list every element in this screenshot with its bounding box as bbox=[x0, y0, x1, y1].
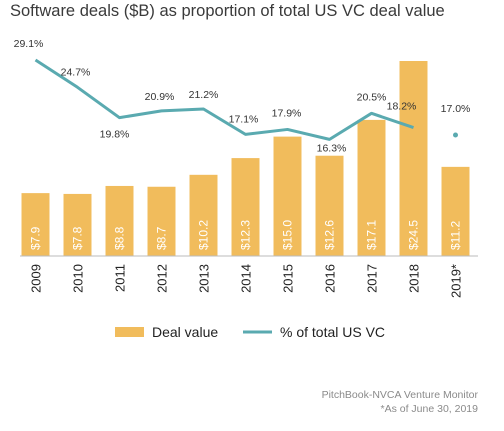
bar-2014 bbox=[231, 158, 260, 256]
bar-value-label: $10.2 bbox=[197, 220, 211, 250]
chart-title: Software deals ($B) as proportion of tot… bbox=[10, 2, 445, 20]
pct-label: 20.5% bbox=[357, 91, 387, 103]
x-tick-label: 2016 bbox=[323, 264, 338, 293]
pct-label: 17.0% bbox=[441, 103, 471, 115]
bar-2010 bbox=[63, 193, 92, 256]
x-tick-label: 2019* bbox=[449, 264, 464, 298]
bar-value-label: $12.6 bbox=[323, 220, 337, 250]
bar-2017 bbox=[357, 119, 386, 257]
bar-value-label: $24.5 bbox=[407, 220, 421, 250]
bar-2013 bbox=[189, 174, 218, 256]
bar-2019* bbox=[441, 166, 470, 256]
bar-2016 bbox=[315, 155, 344, 256]
pct-label: 19.8% bbox=[100, 129, 130, 141]
bar-value-label: $11.2 bbox=[449, 221, 463, 250]
x-tick-label: 2013 bbox=[197, 264, 212, 293]
x-tick-label: 2017 bbox=[365, 264, 380, 293]
legend-swatch-deal-value bbox=[115, 327, 144, 337]
bar-value-label: $8.7 bbox=[155, 226, 169, 250]
x-tick-label: 2012 bbox=[155, 264, 170, 293]
bar-value-label: $7.9 bbox=[29, 226, 43, 250]
pct-label: 17.1% bbox=[229, 113, 259, 125]
bar-2009 bbox=[21, 193, 50, 256]
footnote-text: *As of June 30, 2019 bbox=[380, 403, 479, 415]
pct-label: 18.2% bbox=[387, 101, 417, 113]
legend: Deal value % of total US VC bbox=[115, 324, 385, 340]
bar-value-label: $17.1 bbox=[365, 220, 379, 250]
pct-label: 24.7% bbox=[61, 66, 91, 78]
x-tick-label: 2014 bbox=[239, 264, 254, 293]
x-tick-label: 2010 bbox=[71, 264, 86, 293]
bar-2018 bbox=[399, 61, 428, 256]
pct-line bbox=[34, 58, 414, 141]
bar-2012 bbox=[147, 186, 176, 256]
bars-layer: $7.9 $7.8 $8.8 $8.7 $10.2 $12.3 $15.0 $12.6 $17.… bbox=[20, 61, 478, 257]
pct-label: 16.3% bbox=[317, 142, 347, 154]
legend-label-deal-value: Deal value bbox=[152, 324, 218, 340]
source-note: PitchBook-NVCA Venture Monitor *As of Ju… bbox=[322, 388, 478, 416]
x-tick-label: 2011 bbox=[113, 264, 128, 292]
bar-value-label: $15.0 bbox=[281, 220, 295, 250]
bar-value-label: $7.8 bbox=[71, 226, 85, 250]
x-tick-label: 2018 bbox=[407, 264, 422, 293]
source-text: PitchBook-NVCA Venture Monitor bbox=[321, 389, 478, 401]
pct-label: 29.1% bbox=[14, 38, 44, 50]
pct-label: 20.9% bbox=[145, 91, 175, 103]
pct-label: 17.9% bbox=[272, 107, 302, 119]
bar-2011 bbox=[105, 185, 134, 256]
ticks-layer: 2009 2010 2011 2012 2013 2014 2015 2016 2017 2018… bbox=[29, 264, 464, 298]
bar-2015 bbox=[273, 136, 302, 256]
legend-label-pct: % of total US VC bbox=[280, 324, 385, 340]
pct-point-2019 bbox=[453, 132, 458, 138]
line-layer: 29.1% 24.7% 19.8% 20.9% 21.2% 17.1% 17.9% 16.3%… bbox=[14, 38, 471, 154]
bar-value-label: $8.8 bbox=[113, 226, 127, 250]
x-tick-label: 2015 bbox=[281, 264, 296, 293]
pct-label: 21.2% bbox=[189, 89, 219, 101]
x-tick-label: 2009 bbox=[29, 264, 44, 293]
bar-value-label: $12.3 bbox=[239, 220, 253, 250]
